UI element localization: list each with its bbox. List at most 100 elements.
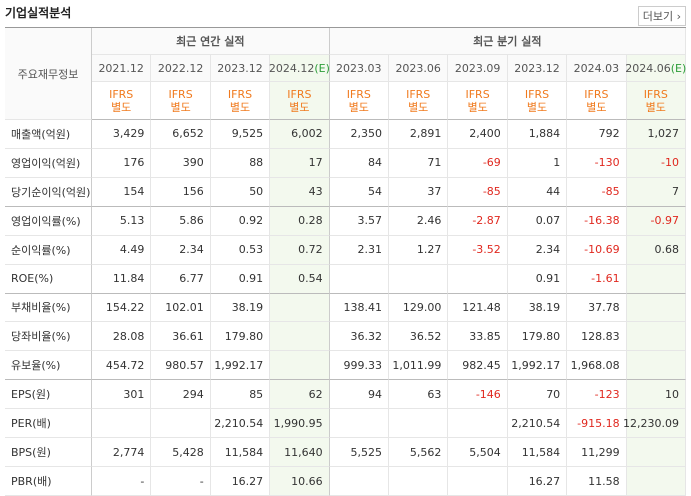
- data-cell: 5.13: [92, 206, 152, 236]
- data-cell: 28.08: [92, 322, 152, 352]
- data-cell: [448, 264, 508, 294]
- row-label: 부채비율(%): [5, 293, 92, 323]
- period-header: 2023.06: [389, 55, 449, 82]
- table-top-border: [5, 27, 686, 28]
- data-cell: 85: [210, 380, 271, 410]
- data-cell: -146: [448, 380, 508, 410]
- data-cell: 390: [151, 148, 211, 178]
- data-cell: [626, 264, 686, 294]
- data-cell: 792: [567, 120, 627, 149]
- data-cell: 154: [92, 177, 152, 207]
- period-date: 2021.12: [98, 61, 144, 75]
- row-label: EPS(원): [5, 380, 92, 410]
- data-cell: 0.92: [210, 206, 271, 236]
- period-header: 2021.12: [92, 55, 152, 82]
- data-cell: [270, 322, 330, 352]
- accounting-standard: IFRS 별도: [626, 82, 686, 120]
- accounting-standard: IFRS 별도: [210, 82, 271, 120]
- accounting-standard: IFRS 별도: [270, 82, 330, 120]
- data-cell: 16.27: [210, 467, 271, 496]
- data-cell: 11.58: [567, 467, 627, 496]
- data-cell: -85: [567, 177, 627, 207]
- data-cell: 12,230.09: [623, 409, 686, 439]
- data-cell: 5.86: [151, 206, 211, 236]
- data-cell: 6,002: [270, 120, 330, 149]
- data-cell: 37.78: [567, 293, 627, 323]
- data-cell: 0.91: [210, 264, 271, 294]
- group-header: 최근 연간 실적: [92, 28, 330, 55]
- data-cell: 294: [151, 380, 211, 410]
- data-cell: 2,400: [448, 120, 508, 149]
- data-cell: 11,640: [270, 438, 330, 468]
- period-date: 2023.09: [454, 61, 501, 75]
- data-cell: 54: [329, 177, 389, 207]
- data-cell: 5,562: [389, 438, 449, 468]
- data-cell: 88: [210, 148, 271, 178]
- row-label: 영업이익(억원): [5, 148, 92, 178]
- data-cell: [448, 467, 508, 496]
- data-cell: 44: [507, 177, 568, 207]
- data-cell: 70: [507, 380, 568, 410]
- data-cell: 2.34: [151, 235, 211, 265]
- period-header: 2023.12: [507, 55, 568, 82]
- data-cell: 301: [92, 380, 152, 410]
- data-cell: 3.57: [329, 206, 389, 236]
- data-cell: 156: [151, 177, 211, 207]
- row-label: PBR(배): [5, 467, 92, 496]
- data-cell: [329, 467, 389, 496]
- data-cell: 0.54: [270, 264, 330, 294]
- data-cell: 2,774: [92, 438, 152, 468]
- data-cell: 5,504: [448, 438, 508, 468]
- accounting-standard: IFRS 별도: [389, 82, 449, 120]
- data-cell: 9,525: [210, 120, 271, 149]
- data-cell: 5,428: [151, 438, 211, 468]
- row-label: 당기순이익(억원): [5, 177, 92, 207]
- data-cell: 0.91: [507, 264, 568, 294]
- data-cell: 176: [92, 148, 152, 178]
- data-cell: 43: [270, 177, 330, 207]
- period-header: 2023.03: [329, 55, 389, 82]
- data-cell: 0.68: [626, 235, 686, 265]
- more-label: 더보기: [642, 10, 674, 23]
- data-cell: 3,429: [92, 120, 152, 149]
- data-cell: -2.87: [448, 206, 508, 236]
- data-cell: 0.53: [210, 235, 271, 265]
- data-cell: [151, 409, 211, 439]
- accounting-standard: IFRS 별도: [151, 82, 211, 120]
- data-cell: 94: [329, 380, 389, 410]
- data-cell: 1.27: [389, 235, 449, 265]
- data-cell: 16.27: [507, 467, 568, 496]
- data-cell: 454.72: [92, 351, 152, 381]
- data-cell: [626, 438, 686, 468]
- row-label: 매출액(억원): [5, 120, 92, 149]
- period-date: 2024.12: [268, 61, 315, 75]
- data-cell: [389, 409, 449, 439]
- data-cell: 2,350: [329, 120, 389, 149]
- row-label: PER(배): [5, 409, 92, 439]
- data-cell: -130: [567, 148, 627, 178]
- accounting-standard: IFRS 별도: [329, 82, 389, 120]
- data-cell: 154.22: [92, 293, 152, 323]
- more-button[interactable]: 더보기 ›: [637, 6, 686, 26]
- data-cell: -123: [567, 380, 627, 410]
- data-cell: 102.01: [151, 293, 211, 323]
- data-cell: 2.31: [329, 235, 389, 265]
- data-cell: -1.61: [567, 264, 627, 294]
- accounting-standard: IFRS 별도: [92, 82, 152, 120]
- data-cell: 7: [626, 177, 686, 207]
- data-cell: 129.00: [389, 293, 449, 323]
- group-header: 최근 분기 실적: [329, 28, 686, 55]
- data-cell: 36.61: [151, 322, 211, 352]
- data-cell: -915.18: [567, 409, 627, 439]
- corner-header: 주요재무정보: [5, 28, 92, 120]
- data-cell: 0.28: [270, 206, 330, 236]
- data-cell: -85: [448, 177, 508, 207]
- row-label: 순이익률(%): [5, 235, 92, 265]
- data-cell: [270, 351, 330, 381]
- data-cell: 63: [389, 380, 449, 410]
- period-date: 2022.12: [157, 61, 204, 75]
- data-cell: 980.57: [151, 351, 211, 381]
- data-cell: 0.72: [270, 235, 330, 265]
- data-cell: 1,990.95: [270, 409, 330, 439]
